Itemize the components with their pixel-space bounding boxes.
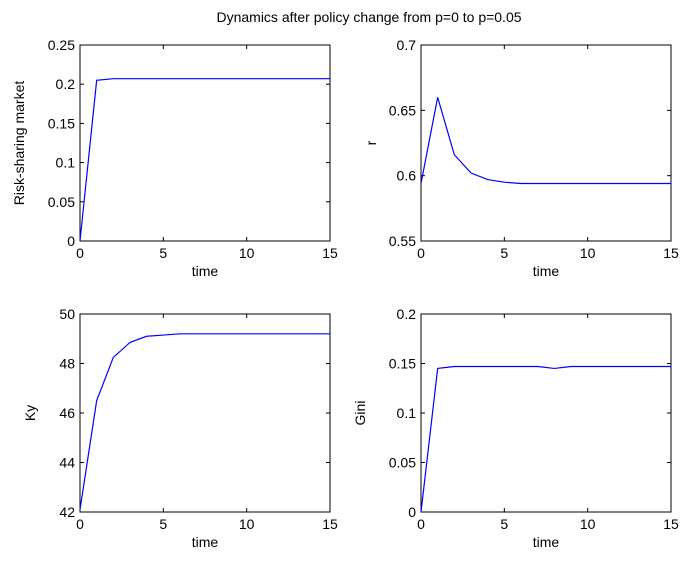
axes-frame [79,44,331,242]
x-tick-label: 10 [580,245,596,261]
x-axis-label: time [192,263,219,279]
y-tick-label: 0.15 [48,115,75,131]
y-tick-label: 0.15 [389,356,416,372]
x-tick-label: 15 [322,516,338,532]
series-line [79,333,330,510]
figure-title: Dynamics after policy change from p=0 to… [216,9,521,25]
y-axis-label: Ky [22,405,38,421]
y-tick-label: 50 [59,306,75,322]
y-tick-label: 0 [67,233,75,249]
x-tick-label: 15 [663,245,679,261]
y-tick-label: 0.25 [48,37,75,53]
y-tick-label: 0.65 [389,102,416,118]
y-axis-label: Gini [352,401,368,426]
y-axis-label: r [363,140,379,145]
x-axis-label: time [533,263,560,279]
y-tick-label: 0.05 [389,455,416,471]
x-tick-label: 5 [159,516,167,532]
x-tick-label: 0 [417,516,425,532]
subplot-grid: 0 5 10 1500.050.10.150.20.25timeRisk-sharin… [11,37,679,550]
y-tick-label: 44 [59,455,75,471]
y-tick-label: 0.55 [389,233,416,249]
y-tick-label: 48 [59,356,75,372]
y-tick-label: 0.6 [397,168,417,184]
series-line [420,97,671,185]
y-tick-label: 0.05 [48,194,75,210]
y-tick-label: 0 [408,504,416,520]
x-tick-label: 0 [76,245,84,261]
subplot-risk-sharing-market: 0 5 10 15 0 0.05 0.1 0.15 0.2 0.25 time Risk-sharin… [11,37,338,279]
series-line [79,78,330,242]
axes-frame [420,44,672,242]
x-tick-label: 10 [580,516,596,532]
series-line [420,365,671,513]
x-tick-label: 5 [159,245,167,261]
subplot-gini: 0 5 10 15 0 0.05 0.1 0.15 0.2 time Gini [352,306,679,550]
subplot-ky: 0 5 10 15 42 44 46 48 50 time Ky [22,306,338,550]
x-tick-label: 0 [76,516,84,532]
x-tick-label: 5 [500,245,508,261]
x-tick-label: 10 [239,516,255,532]
y-tick-label: 0.2 [397,306,417,322]
x-tick-label: 5 [500,516,508,532]
y-tick-label: 0.2 [56,76,76,92]
y-tick-label: 42 [59,504,75,520]
x-tick-label: 10 [239,245,255,261]
x-tick-label: 15 [663,516,679,532]
subplot-r: 0 5 10 15 0.55 0.6 0.65 0.7 time r [363,37,679,279]
y-tick-label: 0.1 [56,155,76,171]
y-axis-label: Risk-sharing market [11,81,27,206]
x-axis-label: time [533,534,560,550]
x-axis-label: time [192,534,219,550]
y-tick-label: 46 [59,405,75,421]
x-tick-label: 0 [417,245,425,261]
x-tick-label: 15 [322,245,338,261]
y-tick-label: 0.1 [397,405,417,421]
y-tick-label: 0.7 [397,37,417,53]
